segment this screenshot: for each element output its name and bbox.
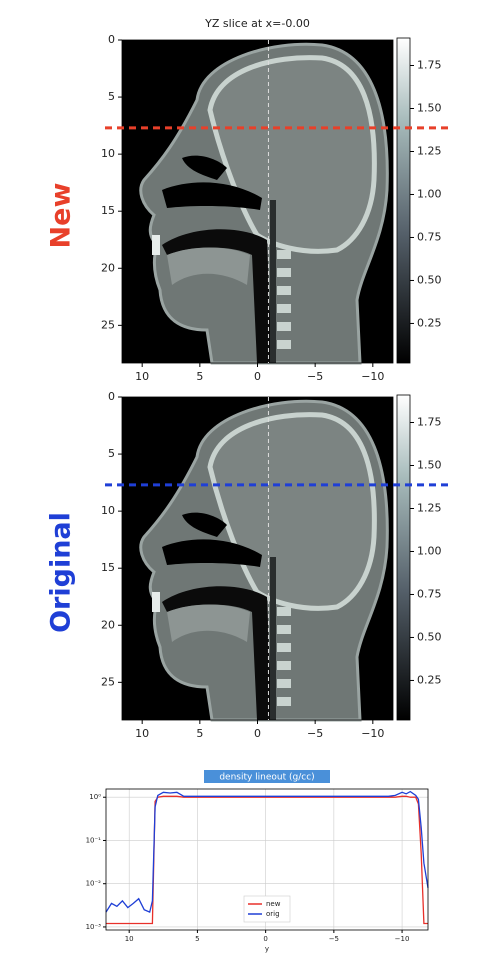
y-tick-label: 10⁻¹ <box>86 836 102 844</box>
ct-image <box>122 40 393 363</box>
colorbar-tick-label: 0.25 <box>417 316 442 329</box>
x-tick-label: 10 <box>135 727 149 740</box>
image-panel: 10 5 0 −5 −10 0 5 10 15 20 25 0.25 0.50 0.75 1.00 1.25 1… <box>46 390 450 740</box>
x-axis-label: y <box>265 945 269 953</box>
colorbar-tick-label: 0.75 <box>417 587 442 600</box>
y-tick-label: 10 <box>101 147 115 160</box>
x-tick-label: 0 <box>254 727 261 740</box>
x-tick-label: −10 <box>361 727 384 740</box>
x-tick-label: 5 <box>195 935 199 943</box>
y-tick-label: 20 <box>101 261 115 274</box>
legend-box <box>243 895 291 923</box>
title-highlight <box>204 770 330 783</box>
colorbar-tick-label: 0.25 <box>417 673 442 686</box>
x-tick-label: 0 <box>254 370 261 383</box>
lineout-chart: 10 5 0 −5 −10 10⁻³ 10⁻² 10⁻¹ 10⁰ density lineout … <box>86 770 429 953</box>
x-tick-label: −5 <box>307 370 323 383</box>
axes-frame <box>105 788 429 931</box>
image-panel: YZ slice at x=-0.00 10 5 0 −5 −10 0 5 10 15 20 25 0.… <box>46 17 450 383</box>
colorbar-tick-label: 1.75 <box>417 416 442 429</box>
y-tick-label: 15 <box>101 561 115 574</box>
x-tick-label: 10 <box>135 370 149 383</box>
colorbar-tick-label: 0.50 <box>417 630 442 643</box>
y-tick-label: 5 <box>108 447 115 460</box>
panel-title: YZ slice at x=-0.00 <box>204 17 310 30</box>
x-tick-label: −5 <box>307 727 323 740</box>
colorbar-tick-label: 1.50 <box>417 459 442 472</box>
colorbar-tick-label: 1.00 <box>417 544 442 557</box>
y-tick-label: 5 <box>108 90 115 103</box>
colorbar-tick-label: 0.75 <box>417 230 442 243</box>
legend-label: orig <box>266 910 280 918</box>
y-tick-label: 10⁻³ <box>86 923 102 931</box>
colorbar <box>396 37 411 364</box>
x-tick-label: −10 <box>361 370 384 383</box>
x-tick-label: 0 <box>263 935 267 943</box>
y-tick-label: 15 <box>101 204 115 217</box>
series-line <box>106 795 428 925</box>
ct-image <box>122 397 393 720</box>
x-tick-label: 10 <box>125 935 134 943</box>
colorbar <box>396 394 411 721</box>
colorbar-tick-label: 0.50 <box>417 273 442 286</box>
colorbar-tick-label: 1.00 <box>417 187 442 200</box>
y-tick-label: 0 <box>108 33 115 46</box>
x-tick-label: 5 <box>196 727 203 740</box>
x-tick-label: −10 <box>395 935 410 943</box>
y-tick-label: 10 <box>101 504 115 517</box>
y-tick-label: 25 <box>101 318 115 331</box>
y-tick-label: 25 <box>101 675 115 688</box>
x-tick-label: 5 <box>196 370 203 383</box>
x-tick-label: −5 <box>329 935 339 943</box>
y-tick-label: 10⁰ <box>89 793 101 801</box>
y-tick-label: 0 <box>108 390 115 403</box>
y-tick-label: 20 <box>101 618 115 631</box>
legend-label: new <box>266 900 281 908</box>
colorbar-tick-label: 1.25 <box>417 144 442 157</box>
y-tick-label: 10⁻² <box>86 880 102 888</box>
colorbar-tick-label: 1.50 <box>417 102 442 115</box>
chart-title: density lineout (g/cc) <box>219 773 314 783</box>
side-label: Original <box>46 512 77 633</box>
colorbar-tick-label: 1.75 <box>417 59 442 72</box>
series-line <box>105 790 429 914</box>
side-label: New <box>46 183 77 249</box>
colorbar-tick-label: 1.25 <box>417 501 442 514</box>
